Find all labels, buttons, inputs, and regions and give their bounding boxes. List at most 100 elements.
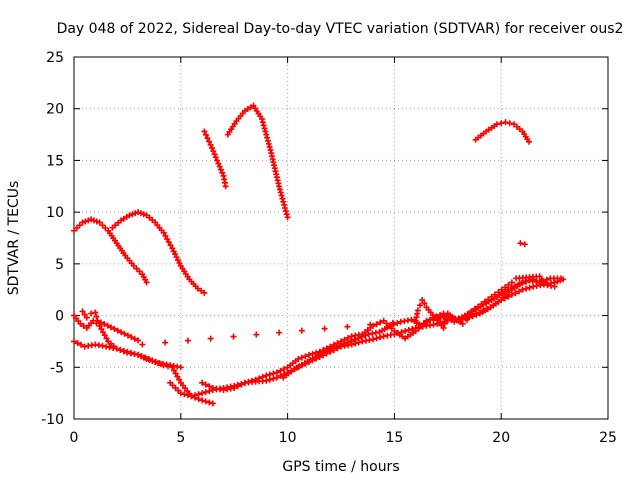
data-point [181,391,188,398]
series-arc-a [71,216,150,286]
data-point [355,335,362,342]
data-point [140,211,147,218]
data-point [488,293,495,300]
data-point [199,390,206,397]
data-point [436,311,443,318]
data-point [276,186,283,193]
x-tick-label: 20 [492,430,510,446]
data-point [323,347,330,354]
data-point [321,325,328,332]
data-point [88,216,95,223]
data-point [143,279,150,286]
data-point [104,322,111,329]
data-point [100,329,107,336]
data-point [252,376,259,383]
data-point [525,138,532,145]
data-point [165,239,172,246]
data-point [195,391,202,398]
data-point [253,331,260,338]
data-point [172,370,179,377]
data-point [199,397,206,404]
data-point [176,376,183,383]
data-point [526,284,533,291]
data-point [337,342,344,349]
y-tick-label: 25 [46,50,64,66]
data-point [266,376,273,383]
x-tick-label: 15 [385,430,403,446]
series-tail-g [71,312,216,407]
data-point [128,334,135,341]
data-point [505,281,512,288]
data-point [132,210,139,217]
data-point [540,279,547,286]
y-tick-label: -10 [41,412,64,428]
data-point [551,283,558,290]
data-point [230,333,237,340]
data-point [92,309,99,316]
data-point [79,308,86,315]
data-point [442,316,449,323]
data-point [481,298,488,305]
data-point [506,120,513,127]
data-point [206,138,213,145]
data-point [199,379,206,386]
data-point [138,353,145,360]
data-point [362,332,369,339]
data-point [74,340,81,347]
data-point [266,143,273,150]
data-point [471,306,478,313]
data-point [459,320,466,327]
y-tick-label: 10 [46,205,64,221]
data-point [212,154,219,161]
y-tick-label: 0 [55,309,64,325]
data-point [264,134,271,141]
data-point [344,339,351,346]
data-point [298,327,305,334]
series-arc-c [201,128,229,190]
chart-title: Day 048 of 2022, Sidereal Day-to-day VTE… [57,21,624,37]
data-point [495,289,502,296]
data-point [98,326,105,333]
y-tick-label: -5 [50,360,64,376]
plot-frame [73,56,609,420]
data-point [88,310,95,317]
data-point [245,378,252,385]
data-point [536,273,543,280]
series-arc-e [472,119,532,145]
grid-lines [74,57,608,419]
data-point [515,281,522,288]
data-point [149,357,156,364]
data-point [419,297,426,304]
data-point [402,328,409,335]
data-point [261,125,268,132]
data-point [93,218,100,225]
data-point [202,389,209,396]
data-point [522,278,529,285]
data-point [295,356,302,363]
data-point [344,323,351,330]
data-point [276,183,283,190]
data-point [518,280,525,287]
data-point [262,128,269,135]
data-point [282,205,289,212]
data-point [370,336,377,343]
data-point [373,321,380,328]
data-point [278,192,285,199]
data-point [281,366,288,373]
data-point [389,319,396,326]
data-point [202,398,209,405]
data-point [204,135,211,142]
data-point [498,120,505,127]
data-point [373,335,380,342]
data-point [111,325,118,332]
data-point [83,314,90,321]
data-point [440,324,447,331]
data-point [101,332,108,339]
data-point [202,131,209,138]
data-point [298,354,305,361]
data-point [202,381,209,388]
y-axis-label: SDTVAR / TECUs [6,181,22,296]
data-point [139,341,146,348]
data-point [302,353,309,360]
